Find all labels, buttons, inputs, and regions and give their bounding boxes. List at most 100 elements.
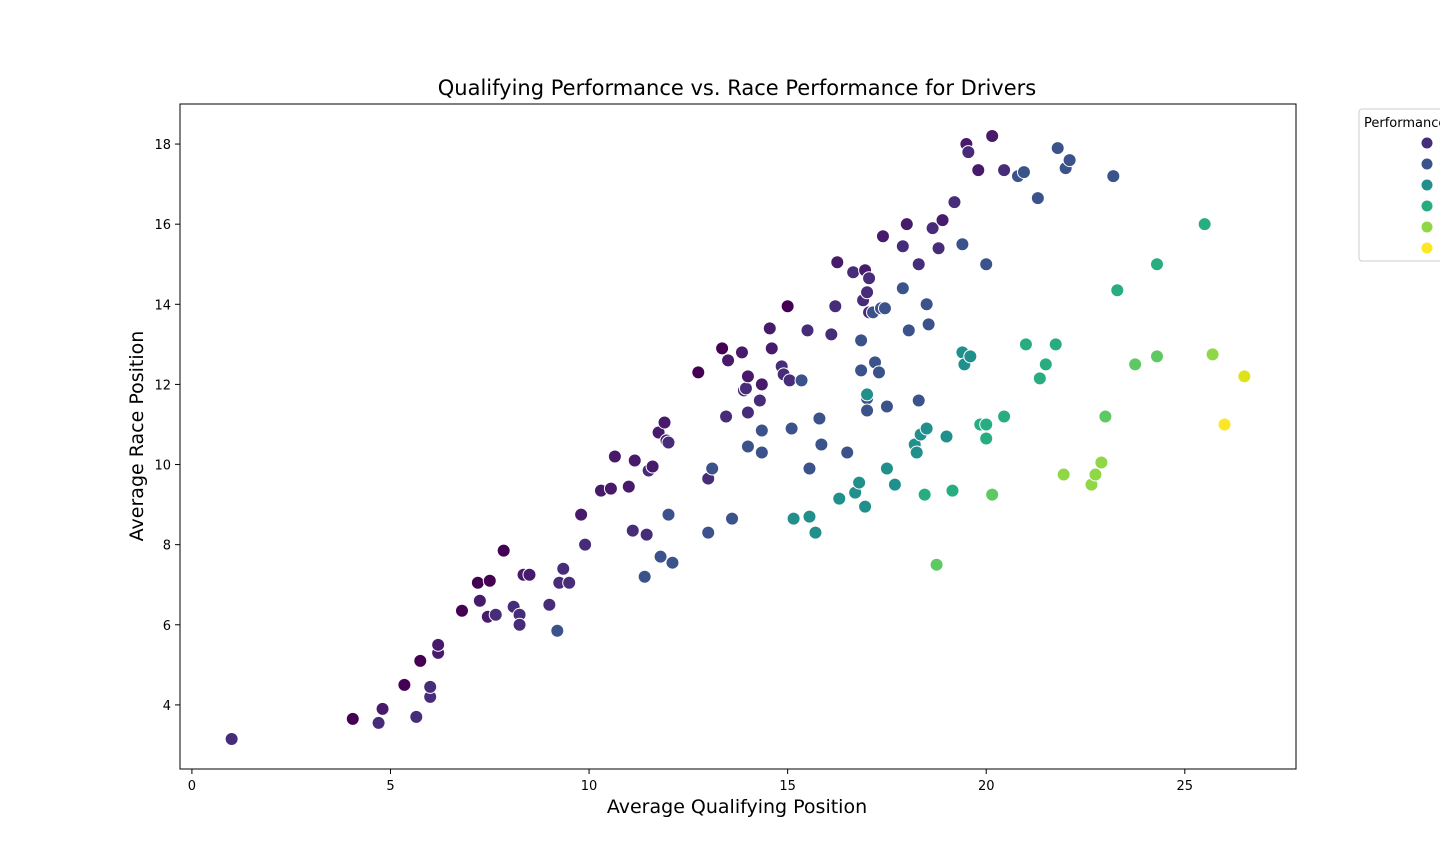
data-point	[375, 701, 390, 716]
data-point	[454, 603, 469, 618]
data-point	[1217, 417, 1232, 432]
data-point	[1110, 283, 1125, 298]
data-point	[955, 237, 970, 252]
data-point	[985, 129, 1000, 144]
data-point	[578, 537, 593, 552]
data-point	[800, 323, 815, 338]
data-point	[911, 393, 926, 408]
data-point	[979, 431, 994, 446]
data-point	[665, 555, 680, 570]
data-point	[1205, 347, 1220, 362]
data-point	[939, 429, 954, 444]
data-point	[691, 365, 706, 380]
data-point	[979, 257, 994, 272]
data-point	[862, 271, 877, 286]
data-point	[780, 299, 795, 314]
data-point	[738, 381, 753, 396]
y-tick-label: 18	[154, 138, 171, 153]
data-point	[963, 349, 978, 364]
data-point	[911, 257, 926, 272]
data-point	[657, 415, 672, 430]
data-point	[603, 481, 618, 496]
data-point	[1088, 467, 1103, 482]
data-point	[431, 637, 446, 652]
data-point	[705, 461, 720, 476]
data-point	[371, 715, 386, 730]
data-point	[784, 421, 799, 436]
data-point	[935, 213, 950, 228]
data-point	[879, 399, 894, 414]
data-point	[1048, 337, 1063, 352]
data-point	[522, 567, 537, 582]
data-point	[808, 525, 823, 540]
data-point	[1062, 153, 1077, 168]
y-tick-label: 10	[154, 459, 171, 474]
data-point	[740, 405, 755, 420]
data-point	[1128, 357, 1143, 372]
data-point	[860, 387, 875, 402]
data-point	[556, 561, 571, 576]
data-point	[1237, 369, 1252, 384]
data-point	[854, 333, 869, 348]
data-point	[734, 345, 749, 360]
data-point	[802, 461, 817, 476]
data-point	[899, 217, 914, 232]
data-point	[637, 569, 652, 584]
y-tick-label: 12	[154, 378, 171, 393]
data-point	[512, 617, 527, 632]
data-point	[947, 195, 962, 210]
legend-title: Performance Gap	[1364, 116, 1440, 131]
x-tick-label: 15	[779, 779, 796, 794]
data-point	[895, 239, 910, 254]
data-point	[562, 575, 577, 590]
data-point	[895, 281, 910, 296]
legend-swatch	[1420, 157, 1434, 171]
data-point	[224, 731, 239, 746]
chart-title: Qualifying Performance vs. Race Performa…	[438, 76, 1036, 100]
data-point	[488, 607, 503, 622]
data-point	[345, 711, 360, 726]
x-tick-label: 10	[581, 779, 598, 794]
x-axis-label: Average Qualifying Position	[607, 796, 867, 818]
data-point	[542, 597, 557, 612]
legend-swatch	[1420, 136, 1434, 150]
data-point	[721, 353, 736, 368]
legend-swatch	[1420, 199, 1434, 213]
data-point	[482, 573, 497, 588]
data-point	[782, 373, 797, 388]
data-point	[824, 327, 839, 342]
data-point	[871, 365, 886, 380]
data-point	[979, 417, 994, 432]
data-point	[1197, 217, 1212, 232]
data-point	[919, 421, 934, 436]
data-point	[925, 221, 940, 236]
data-point	[860, 403, 875, 418]
data-point	[754, 445, 769, 460]
data-point	[397, 677, 412, 692]
data-point	[627, 453, 642, 468]
y-tick-label: 8	[163, 539, 171, 554]
legend: Performance Gap	[1358, 108, 1440, 262]
data-point	[997, 409, 1012, 424]
data-point	[550, 623, 565, 638]
legend-swatch	[1420, 178, 1434, 192]
data-point	[846, 265, 861, 280]
data-point	[1094, 455, 1109, 470]
data-point	[719, 409, 734, 424]
x-tick-label: 25	[1177, 779, 1194, 794]
data-point	[423, 679, 438, 694]
data-point	[639, 527, 654, 542]
y-tick-label: 14	[154, 298, 171, 313]
data-point	[496, 543, 511, 558]
data-point	[879, 461, 894, 476]
data-point	[625, 523, 640, 538]
data-point	[1106, 169, 1121, 184]
data-point	[740, 439, 755, 454]
data-point	[470, 575, 485, 590]
data-point	[802, 509, 817, 524]
data-point	[413, 653, 428, 668]
plot-area	[179, 103, 1297, 770]
data-point	[852, 475, 867, 490]
data-points	[224, 129, 1252, 746]
